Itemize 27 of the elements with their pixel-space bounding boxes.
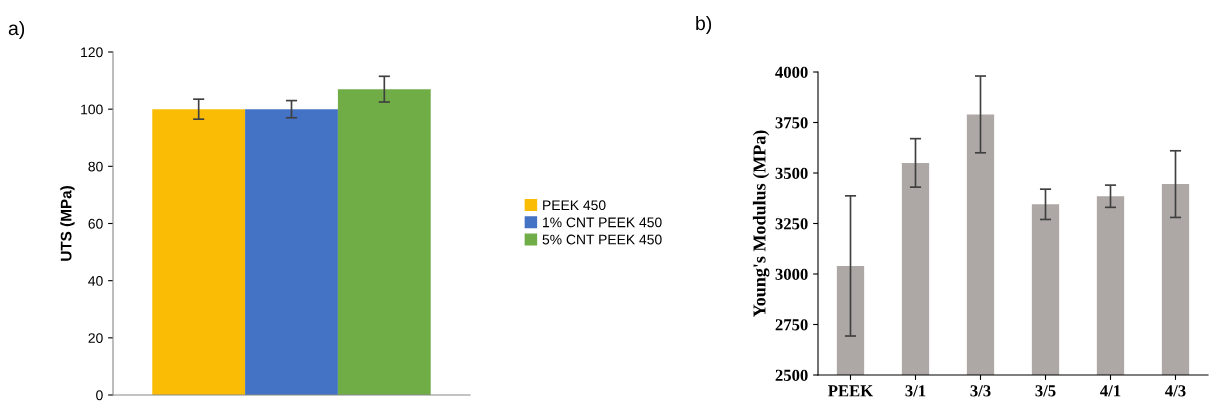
x-tick-label: 3/3 — [970, 385, 991, 397]
x-tick-label: 4/1 — [1100, 385, 1121, 397]
y-tick-label: 120 — [81, 47, 103, 58]
y-tick-label: 100 — [81, 104, 103, 115]
x-tick-label: 4/3 — [1165, 385, 1186, 397]
legend-label: 5% CNT PEEK 450 — [542, 234, 662, 245]
text: b) — [696, 15, 712, 35]
y-tick-label: 2750 — [775, 319, 808, 331]
y-tick-label: 3250 — [775, 218, 808, 230]
y-tick-label: 3750 — [775, 117, 808, 129]
text: a) — [8, 20, 25, 40]
y-tick-label: 3500 — [775, 167, 808, 179]
y-tick-label: 60 — [88, 218, 103, 229]
legend-label: PEEK 450 — [543, 200, 606, 211]
x-tick-label: PEEK — [828, 385, 874, 397]
y-axis-title: Young's Modulus (MPa) — [752, 130, 770, 317]
y-tick-label: 20 — [88, 333, 103, 343]
legend-label: 1% CNT PEEK 450 — [543, 217, 662, 228]
y-tick-label: 2500 — [775, 369, 808, 381]
y-tick-label: 40 — [88, 276, 103, 286]
y-tick-label: 3000 — [775, 268, 808, 280]
y-axis-title: UTS (MPa) — [60, 186, 75, 261]
x-tick-label: 3/5 — [1035, 385, 1056, 397]
y-tick-label: 80 — [88, 161, 103, 172]
x-tick-label: 3/1 — [905, 385, 926, 397]
y-tick-label: 4000 — [775, 66, 808, 78]
y-tick-label: 0 — [96, 390, 103, 401]
